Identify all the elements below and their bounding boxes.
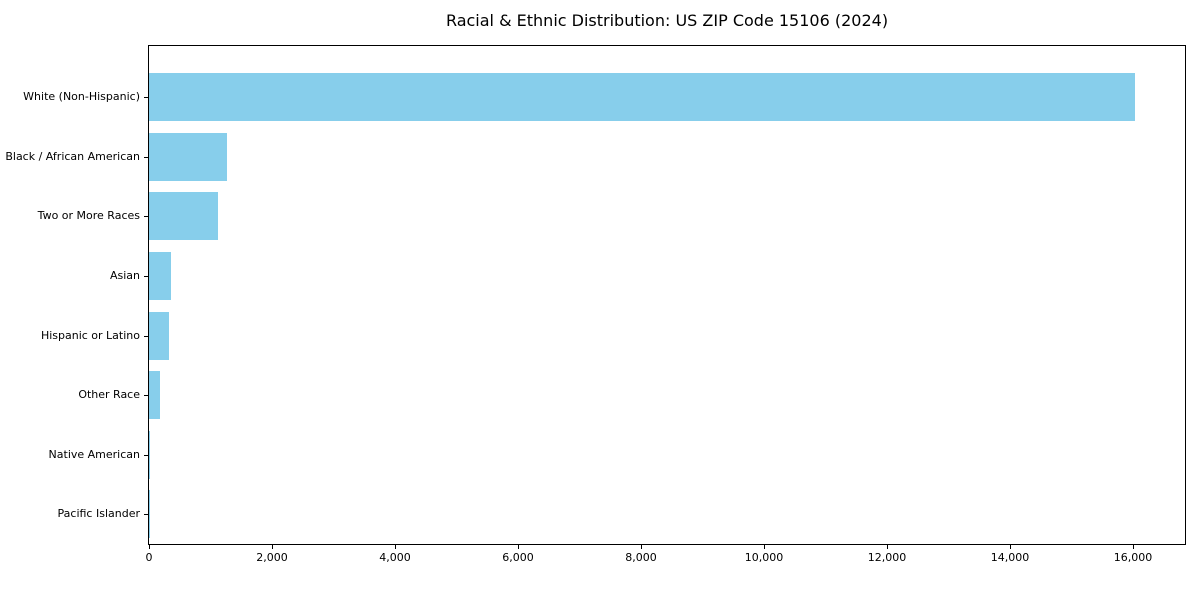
xtick-label-2000: 2,000	[256, 551, 288, 564]
ytick-mark	[144, 335, 148, 337]
bar-asian	[149, 251, 171, 300]
xtick-label-4000: 4,000	[379, 551, 411, 564]
xtick-mark	[518, 545, 519, 549]
bar-native-american	[149, 430, 150, 479]
ytick-label-hispanic-or-latino: Hispanic or Latino	[40, 328, 140, 342]
xtick-mark	[1133, 545, 1135, 549]
bar-black-african-american	[149, 132, 227, 181]
xtick-mark	[272, 545, 273, 549]
bar-other-race	[149, 371, 160, 420]
xtick-mark	[149, 545, 150, 549]
ytick-mark	[144, 156, 148, 158]
ytick-label-pacific-islander: Pacific Islander	[57, 507, 140, 521]
ytick-label-black-african-american: Black / African American	[5, 149, 140, 163]
ytick-label-other-race: Other Race	[78, 388, 140, 402]
ytick-mark	[144, 216, 148, 218]
xtick-mark	[395, 545, 396, 549]
ytick-label-white-non-hispanic: White (Non-Hispanic)	[23, 90, 140, 103]
xtick-label-14000: 14,000	[990, 551, 1030, 564]
xtick-mark	[764, 545, 766, 549]
xtick-mark	[641, 545, 642, 549]
xtick-mark	[1010, 545, 1012, 549]
bar-two-or-more-races	[149, 192, 219, 241]
xtick-label-6000: 6,000	[502, 551, 534, 564]
xtick-label-0: 0	[145, 551, 153, 564]
chart-title: Racial & Ethnic Distribution: US ZIP Cod…	[445, 11, 889, 30]
xtick-label-16000: 16,000	[1113, 551, 1153, 564]
ytick-label-asian: Asian	[109, 268, 140, 282]
xtick-mark	[887, 545, 889, 549]
ytick-label-native-american: Native American	[48, 447, 140, 461]
ytick-mark	[144, 97, 148, 98]
ytick-mark	[144, 454, 148, 456]
ytick-mark	[144, 275, 148, 277]
bar-hispanic-or-latino	[149, 311, 169, 360]
ytick-label-two-or-more-races: Two or More Races	[37, 209, 140, 223]
xtick-label-8000: 8,000	[625, 551, 657, 564]
xtick-label-10000: 10,000	[744, 551, 784, 564]
plot-area	[148, 45, 1186, 545]
xtick-label-12000: 12,000	[867, 551, 907, 564]
ytick-mark	[144, 395, 148, 397]
ytick-mark	[144, 514, 148, 516]
bar-white-non-hispanic	[149, 73, 1136, 121]
